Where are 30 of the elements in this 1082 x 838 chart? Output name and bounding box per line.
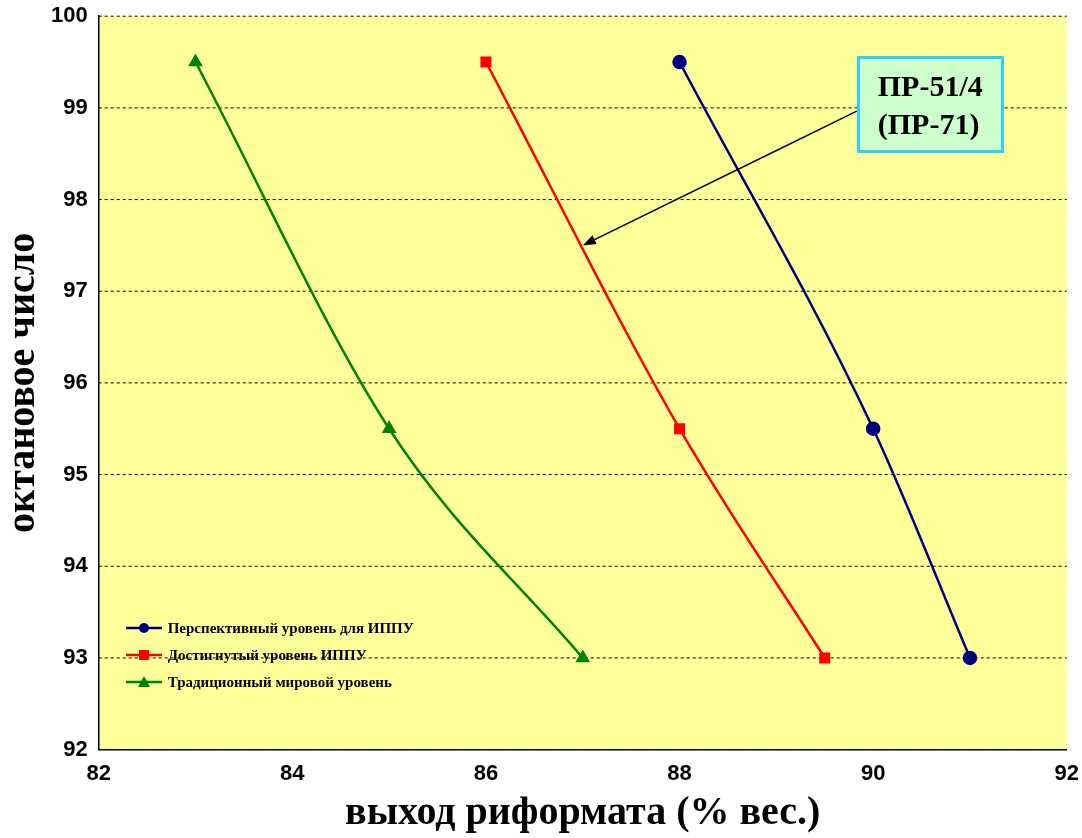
point: [865, 421, 881, 436]
point: [382, 421, 396, 433]
y-tick-label: 95: [63, 460, 88, 486]
y-axis-title: октановое число: [0, 232, 44, 533]
x-axis-title: выход риформата (% вес.): [345, 788, 821, 834]
y-tick-label: 93: [63, 643, 88, 669]
x-tick-label: 82: [86, 759, 111, 785]
legend-label: Перспективный уровень для ИППУ: [167, 619, 414, 637]
legend-label: Достигнутый уровень ИППУ: [167, 646, 367, 664]
x-tick-label: 84: [280, 759, 306, 785]
y-tick-label: 100: [50, 2, 88, 28]
y-tick-label: 92: [63, 735, 88, 761]
point: [576, 650, 590, 663]
point: [674, 423, 686, 435]
point: [672, 54, 687, 70]
y-tick-label: 96: [63, 368, 88, 394]
y-tick-label: 99: [63, 93, 88, 119]
y-tick-label: 98: [63, 185, 88, 211]
point: [962, 650, 978, 666]
point: [480, 56, 492, 68]
point: [189, 54, 202, 67]
y-tick-label: 97: [63, 277, 88, 303]
x-tick-label: 86: [473, 759, 499, 785]
x-tick-label: 92: [1054, 759, 1080, 785]
x-tick-label: 90: [860, 759, 886, 785]
x-tick-label: 88: [667, 759, 692, 785]
point: [819, 652, 831, 664]
y-tick-label: 94: [63, 552, 89, 578]
annotation: ПР-51/4 (ПР-71): [856, 56, 1004, 154]
legend-label: Традиционный мировой уровень: [167, 673, 392, 691]
